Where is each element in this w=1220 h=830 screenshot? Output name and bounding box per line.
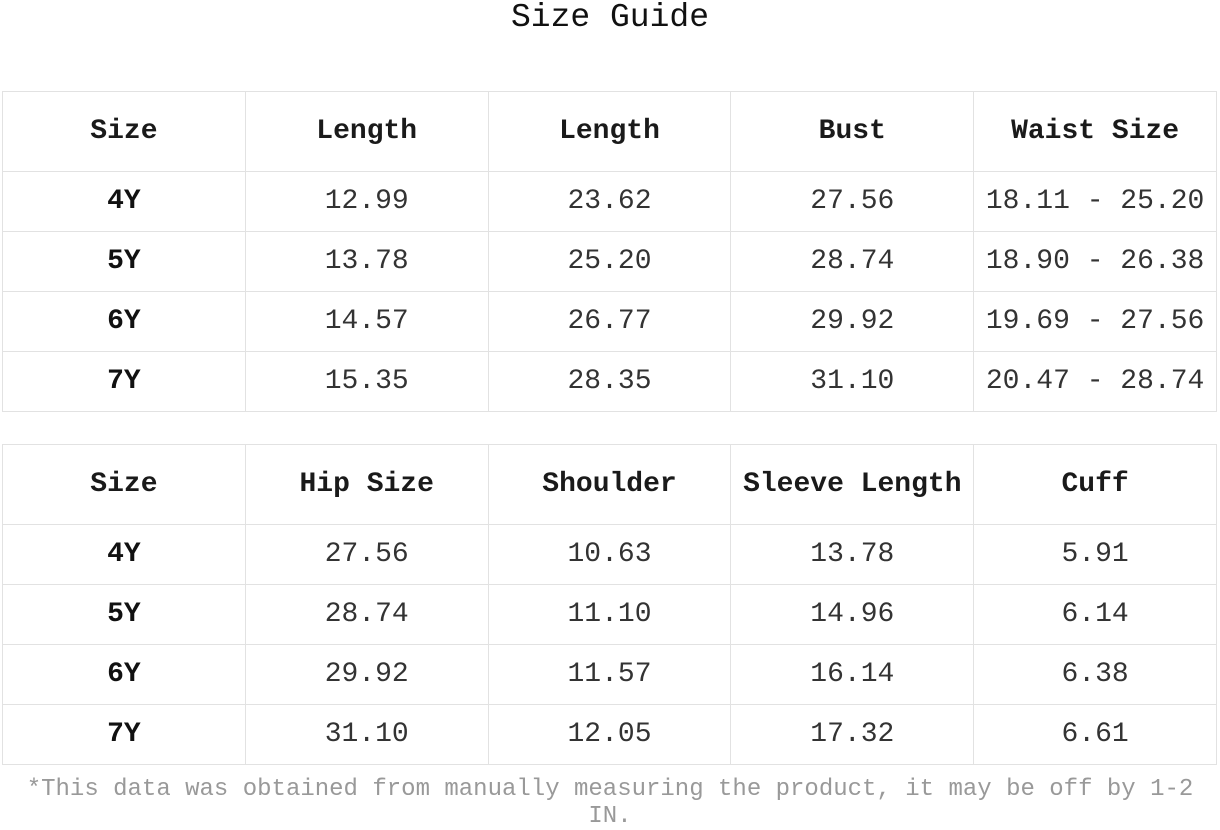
- value-cell: 13.78: [730, 524, 975, 585]
- measurement-note: *This data was obtained from manually me…: [26, 776, 1194, 830]
- page-title: Size Guide: [510, 0, 710, 36]
- value-cell: 28.35: [487, 351, 732, 412]
- size-cell: 7Y: [2, 351, 246, 412]
- size-cell: 5Y: [2, 584, 246, 645]
- value-cell: 15.35: [244, 351, 489, 412]
- column-header: Shoulder: [487, 444, 732, 525]
- column-header: Bust: [730, 91, 975, 172]
- value-cell: 27.56: [244, 524, 489, 585]
- value-cell: 28.74: [244, 584, 489, 645]
- value-cell: 18.11 - 25.20: [973, 171, 1217, 232]
- value-cell: 23.62: [487, 171, 732, 232]
- value-cell: 10.63: [487, 524, 732, 585]
- value-cell: 12.05: [487, 704, 732, 765]
- value-cell: 19.69 - 27.56: [973, 291, 1217, 352]
- size-table-1: Size Length Length Bust Waist Size 4Y 12.…: [2, 91, 1217, 412]
- table-row: 5Y 28.74 11.10 14.96 6.14: [2, 584, 1217, 645]
- column-header: Hip Size: [244, 444, 489, 525]
- value-cell: 28.74: [730, 231, 975, 292]
- value-cell: 31.10: [244, 704, 489, 765]
- value-cell: 14.96: [730, 584, 975, 645]
- table-header-row: Size Hip Size Shoulder Sleeve Length Cuf…: [2, 444, 1217, 525]
- table-header-row: Size Length Length Bust Waist Size: [2, 91, 1217, 172]
- value-cell: 29.92: [244, 644, 489, 705]
- value-cell: 11.57: [487, 644, 732, 705]
- value-cell: 12.99: [244, 171, 489, 232]
- value-cell: 27.56: [730, 171, 975, 232]
- table-row: 7Y 31.10 12.05 17.32 6.61: [2, 704, 1217, 765]
- table-row: 6Y 14.57 26.77 29.92 19.69 - 27.56: [2, 291, 1217, 352]
- value-cell: 5.91: [973, 524, 1217, 585]
- column-header: Length: [487, 91, 732, 172]
- column-header: Size: [2, 444, 246, 525]
- value-cell: 16.14: [730, 644, 975, 705]
- value-cell: 6.38: [973, 644, 1217, 705]
- value-cell: 25.20: [487, 231, 732, 292]
- table-row: 4Y 12.99 23.62 27.56 18.11 - 25.20: [2, 171, 1217, 232]
- table-row: 4Y 27.56 10.63 13.78 5.91: [2, 524, 1217, 585]
- value-cell: 6.61: [973, 704, 1217, 765]
- value-cell: 13.78: [244, 231, 489, 292]
- value-cell: 18.90 - 26.38: [973, 231, 1217, 292]
- table-row: 7Y 15.35 28.35 31.10 20.47 - 28.74: [2, 351, 1217, 412]
- column-header: Sleeve Length: [730, 444, 975, 525]
- value-cell: 26.77: [487, 291, 732, 352]
- value-cell: 20.47 - 28.74: [973, 351, 1217, 412]
- value-cell: 31.10: [730, 351, 975, 412]
- size-cell: 4Y: [2, 171, 246, 232]
- column-header: Waist Size: [973, 91, 1217, 172]
- column-header: Cuff: [973, 444, 1217, 525]
- size-cell: 4Y: [2, 524, 246, 585]
- column-header: Length: [244, 91, 489, 172]
- column-header: Size: [2, 91, 246, 172]
- size-table-2: Size Hip Size Shoulder Sleeve Length Cuf…: [2, 444, 1217, 765]
- value-cell: 14.57: [244, 291, 489, 352]
- table-row: 6Y 29.92 11.57 16.14 6.38: [2, 644, 1217, 705]
- value-cell: 29.92: [730, 291, 975, 352]
- table-row: 5Y 13.78 25.20 28.74 18.90 - 26.38: [2, 231, 1217, 292]
- value-cell: 6.14: [973, 584, 1217, 645]
- size-cell: 5Y: [2, 231, 246, 292]
- size-cell: 6Y: [2, 644, 246, 705]
- size-cell: 6Y: [2, 291, 246, 352]
- value-cell: 11.10: [487, 584, 732, 645]
- size-cell: 7Y: [2, 704, 246, 765]
- value-cell: 17.32: [730, 704, 975, 765]
